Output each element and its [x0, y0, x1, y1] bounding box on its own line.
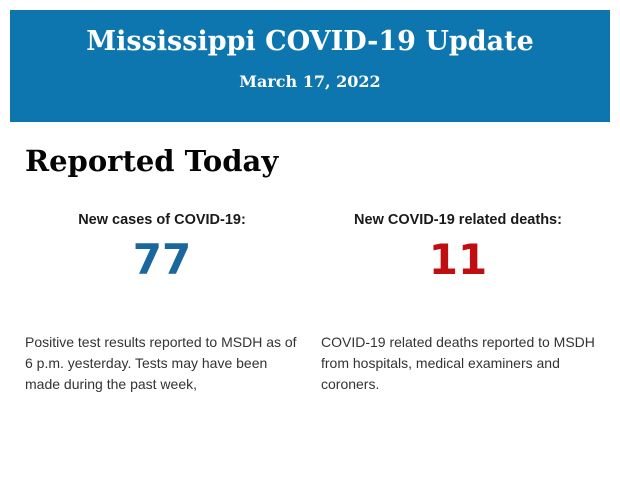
- stat-column-new-deaths: New COVID-19 related deaths: 11 COVID-19…: [321, 212, 595, 395]
- stats-row: New cases of COVID-19: 77 Positive test …: [0, 212, 620, 395]
- new-cases-value: 77: [132, 235, 192, 284]
- newsletter-page: Mississippi COVID-19 Update March 17, 20…: [0, 10, 620, 483]
- report-date: March 17, 2022: [239, 72, 381, 91]
- new-cases-description: Positive test results reported to MSDH a…: [25, 334, 297, 392]
- header-banner: Mississippi COVID-19 Update March 17, 20…: [10, 10, 610, 122]
- new-cases-label: New cases of COVID-19:: [78, 212, 246, 228]
- new-deaths-label: New COVID-19 related deaths:: [354, 212, 562, 228]
- section-heading-reported-today: Reported Today: [25, 144, 279, 178]
- stat-column-new-cases: New cases of COVID-19: 77 Positive test …: [25, 212, 299, 395]
- new-deaths-description: COVID-19 related deaths reported to MSDH…: [321, 334, 595, 392]
- page-title: Mississippi COVID-19 Update: [86, 26, 534, 57]
- new-deaths-value: 11: [428, 235, 488, 284]
